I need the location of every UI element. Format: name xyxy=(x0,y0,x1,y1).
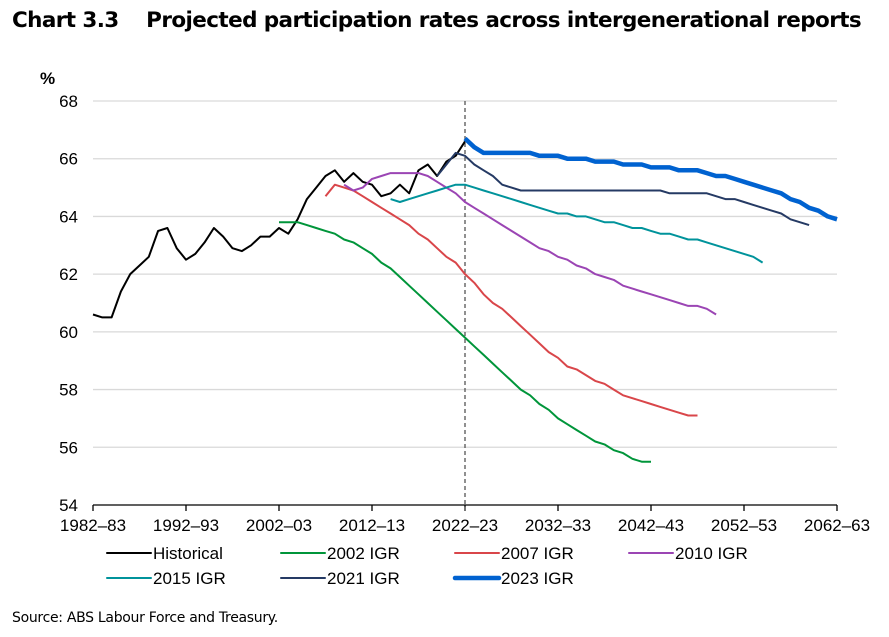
series-line-historical xyxy=(92,140,466,319)
legend-label: 2010 IGR xyxy=(675,544,748,563)
x-tick-label: 2052–53 xyxy=(711,516,777,535)
x-tick-label: 1992–93 xyxy=(153,516,219,535)
legend-label: 2021 IGR xyxy=(327,569,400,588)
legend: Historical 2002 IGR 2007 IGR 2010 IGR 2015 I… xyxy=(106,544,748,588)
series-line-2007-igr xyxy=(324,183,698,417)
series-lines xyxy=(92,136,838,463)
x-tick-label: 2032–33 xyxy=(525,516,591,535)
x-tick-label: 2012–13 xyxy=(339,516,405,535)
series-line-2021-igr xyxy=(436,151,810,227)
series-line-2002-igr xyxy=(279,221,651,463)
y-tick-label: 54 xyxy=(59,496,78,515)
y-tick-label: 66 xyxy=(59,150,78,169)
y-tick-label: 60 xyxy=(59,323,78,342)
x-tick-label: 2062–63 xyxy=(804,516,870,535)
x-tick-label: 2022–23 xyxy=(432,516,498,535)
y-axis-ticks: 54 56 58 60 62 64 66 68 xyxy=(59,92,78,515)
series-line-2023-igr xyxy=(463,136,838,222)
legend-label: 2002 IGR xyxy=(327,544,400,563)
x-axis: 1982–83 1992–93 2002–03 2012–13 2022–23 2032–… xyxy=(60,504,870,535)
series-line-2010-igr xyxy=(343,172,717,316)
series-line-2015-igr xyxy=(390,183,764,264)
y-tick-label: 62 xyxy=(59,265,78,284)
legend-label: Historical xyxy=(153,544,223,563)
y-tick-label: 64 xyxy=(59,207,78,226)
y-axis-unit-label: % xyxy=(40,69,55,88)
y-tick-label: 56 xyxy=(59,438,78,457)
y-tick-label: 58 xyxy=(59,381,78,400)
legend-label: 2007 IGR xyxy=(501,544,574,563)
chart-title: Chart 3.3 Projected participation rates … xyxy=(12,8,862,33)
x-tick-label: 2002–03 xyxy=(246,516,312,535)
source-note: Source: ABS Labour Force and Treasury. xyxy=(12,610,278,626)
x-tick-label: 1982–83 xyxy=(60,516,126,535)
y-tick-label: 68 xyxy=(59,92,78,111)
legend-label: 2023 IGR xyxy=(501,569,574,588)
x-tick-label: 2042–43 xyxy=(618,516,684,535)
legend-label: 2015 IGR xyxy=(153,569,226,588)
